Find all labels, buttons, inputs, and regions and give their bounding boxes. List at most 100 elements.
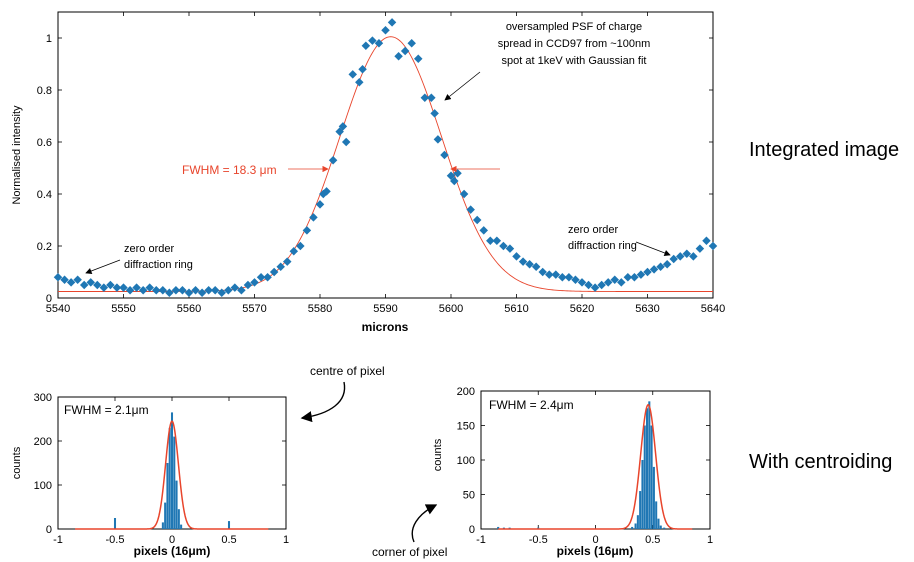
histogram-bar <box>164 502 167 529</box>
y-tick-label: 0.2 <box>37 241 52 253</box>
y-tick-label: 300 <box>34 392 52 404</box>
data-point <box>86 278 95 287</box>
data-point <box>420 93 430 103</box>
x-tick-label: 0 <box>592 534 598 546</box>
x-tick-label: -1 <box>476 534 486 546</box>
data-point <box>197 288 207 298</box>
x-tick-label: 5540 <box>46 303 70 315</box>
data-point <box>414 54 423 64</box>
data-point <box>269 267 279 277</box>
ring-left-line-1: zero order <box>124 243 174 255</box>
x-axis-label-top: microns <box>362 320 409 334</box>
data-point <box>184 288 194 298</box>
data-point <box>315 200 325 209</box>
x-tick-label: -1 <box>53 534 63 546</box>
histogram-bar <box>648 401 651 529</box>
ring-right-arrow <box>635 241 671 256</box>
data-point <box>296 241 305 251</box>
psf-annotation-line-1: oversampled PSF of charge <box>506 21 642 33</box>
centre-arrow <box>300 381 346 423</box>
data-point <box>669 254 678 264</box>
histogram-bar <box>227 521 231 529</box>
y-tick-label: 200 <box>34 436 52 448</box>
y-tick-label: 100 <box>34 480 52 492</box>
data-point <box>597 280 606 290</box>
data-point <box>138 285 148 295</box>
x-tick-label: 5570 <box>242 303 266 315</box>
data-point <box>486 236 495 246</box>
x-tick-label: 5620 <box>570 303 594 315</box>
data-point <box>649 265 659 274</box>
psf-annotation-line-3: spot at 1keV with Gaussian fit <box>502 55 647 67</box>
psf-arrow <box>444 71 481 101</box>
centre-of-pixel-label: centre of pixel <box>310 364 385 378</box>
x-tick-label: 5610 <box>504 303 528 315</box>
histogram-bar <box>113 518 117 529</box>
y-tick-label: 0 <box>46 524 52 536</box>
data-point <box>656 262 665 272</box>
fwhm-label-right: FWHM = 2.4μm <box>489 398 574 412</box>
data-point <box>358 64 367 74</box>
top-axis-ticks: 5540 5550 5560 5570 5580 5590 5600 5610 5620 5630… <box>37 12 725 315</box>
histogram-bar <box>639 491 642 529</box>
br-bars <box>497 401 666 529</box>
data-point <box>165 288 174 298</box>
x-tick-label: 5640 <box>701 303 725 315</box>
data-point <box>558 272 567 282</box>
x-tick-label: 0.5 <box>221 534 236 546</box>
y-tick-label: 50 <box>463 490 475 502</box>
data-point <box>217 288 226 298</box>
x-tick-label: 1 <box>283 534 289 546</box>
data-point <box>99 283 109 292</box>
data-point <box>145 283 154 292</box>
histogram-bar <box>650 425 653 529</box>
bl-fit-line <box>75 420 269 530</box>
histogram-bar <box>643 425 646 529</box>
bl-axis-ticks: -1 -0.5 0 0.5 1 0 100 200 300 <box>34 392 289 546</box>
data-point <box>603 278 613 287</box>
data-point <box>394 51 403 61</box>
y-axis-label-bl: counts <box>11 446 23 479</box>
fwhm-label-left: FWHM = 2.1μm <box>64 403 149 417</box>
data-point <box>230 283 240 292</box>
data-point <box>466 205 475 214</box>
histogram-bar <box>652 466 655 529</box>
data-point <box>623 272 633 282</box>
data-point <box>106 280 115 290</box>
ring-left-line-2: diffraction ring <box>124 259 193 271</box>
data-point <box>328 155 338 165</box>
y-tick-label: 1 <box>46 33 52 45</box>
data-point <box>643 267 652 277</box>
ring-left-arrow <box>85 259 121 274</box>
data-point <box>276 262 285 272</box>
data-point <box>224 285 233 295</box>
data-point <box>636 270 646 279</box>
data-point <box>545 270 554 279</box>
data-point <box>381 25 390 35</box>
x-tick-label: 5560 <box>177 303 201 315</box>
corner-arrow <box>411 504 438 543</box>
histogram-bar <box>175 480 178 529</box>
data-point <box>341 137 351 147</box>
y-tick-label: 0.6 <box>37 137 52 149</box>
histogram-bar <box>645 408 649 529</box>
data-point <box>427 93 436 103</box>
data-point <box>400 46 410 56</box>
x-tick-label: -0.5 <box>106 534 125 546</box>
x-tick-label: 5580 <box>308 303 332 315</box>
psf-annotation-line-2: spread in CCD97 from ~100nm <box>498 38 651 50</box>
data-points <box>53 18 718 298</box>
x-tick-label: 5600 <box>439 303 463 315</box>
data-point <box>263 272 272 282</box>
data-point <box>662 259 672 269</box>
data-point <box>178 285 187 295</box>
histogram-bar <box>634 523 637 529</box>
data-point <box>132 283 141 292</box>
data-point <box>210 285 220 295</box>
data-point <box>610 275 619 285</box>
data-point <box>571 275 580 285</box>
y-axis-label-br: counts <box>432 438 444 471</box>
histogram-bar <box>177 509 180 529</box>
x-axis-label-br: pixels (16μm) <box>557 544 634 558</box>
